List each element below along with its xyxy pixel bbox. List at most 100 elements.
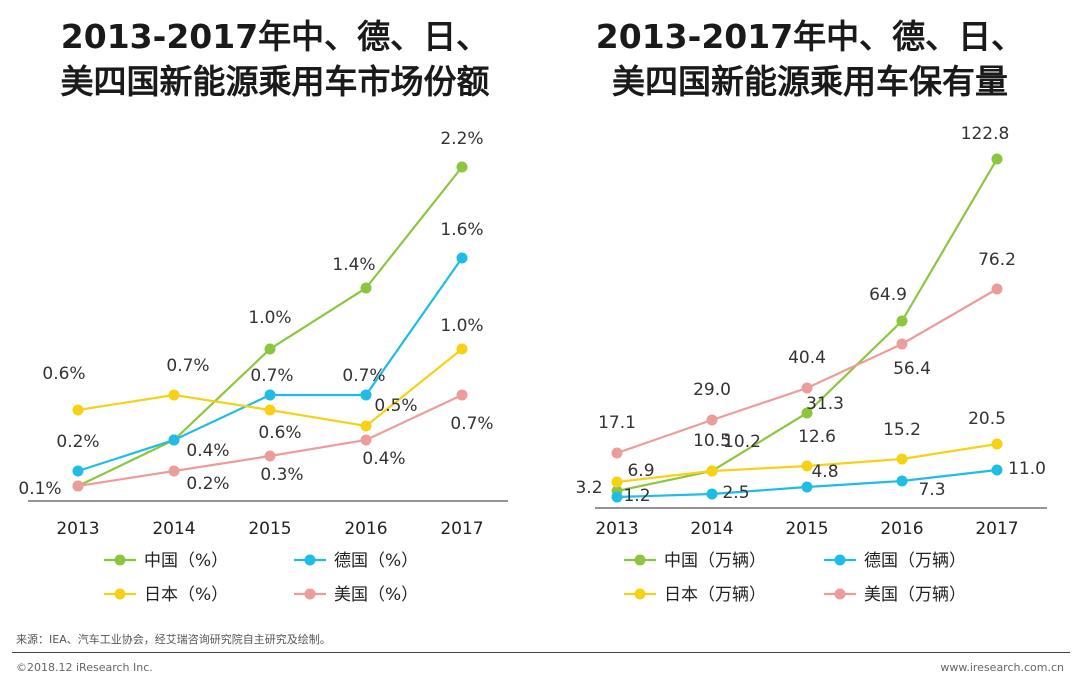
share-label-2-3: 0.5% xyxy=(374,396,417,416)
stock-tick-2017: 2017 xyxy=(975,519,1018,539)
stock-point-2-3 xyxy=(896,453,908,465)
stock-point-3-2 xyxy=(801,382,813,394)
share-point-3-1 xyxy=(168,465,180,477)
share-label-0-4: 2.2% xyxy=(440,129,483,149)
share-label-2-0: 0.6% xyxy=(42,364,85,384)
stock-legend-label-3: 美国（万辆） xyxy=(864,585,966,605)
share-point-2-3 xyxy=(360,420,372,432)
share-legend-label-1: 德国（%） xyxy=(334,551,418,571)
share-label-2-4: 1.0% xyxy=(440,316,483,336)
stock-point-2-1 xyxy=(706,465,718,477)
share-point-1-0 xyxy=(72,465,84,477)
stock-point-1-2 xyxy=(801,481,813,493)
share-point-2-4 xyxy=(456,343,468,355)
stock-point-2-4 xyxy=(991,438,1003,450)
stock-label-1-0: 1.2 xyxy=(623,486,650,506)
stock-label-1-3: 7.3 xyxy=(918,480,945,500)
stock-label-1-1: 2.5 xyxy=(722,483,749,503)
stock-point-0-3 xyxy=(896,315,908,327)
share-legend-label-0: 中国（%） xyxy=(144,551,228,571)
stock-point-3-3 xyxy=(896,338,908,350)
share-label-2-2: 0.6% xyxy=(258,423,301,443)
stock-legend-label-0: 中国（万辆） xyxy=(664,551,766,571)
share-label-1-0: 0.2% xyxy=(56,432,99,452)
share-point-0-3 xyxy=(360,282,372,294)
stock-point-0-2 xyxy=(801,407,813,419)
share-label-2-1: 0.7% xyxy=(166,356,209,376)
stock-legend-marker-0 xyxy=(634,554,646,566)
stock-point-1-3 xyxy=(896,475,908,487)
share-label-1-1: 0.4% xyxy=(186,441,229,461)
stock-label-3-1: 29.0 xyxy=(693,380,731,400)
share-point-1-4 xyxy=(456,252,468,264)
stock-label-3-2: 40.4 xyxy=(788,348,826,368)
share-point-1-1 xyxy=(168,434,180,446)
stock-legend-marker-3 xyxy=(834,588,846,600)
charts-canvas: 2013 2014 2015 2016 2017 0.1% 1.0% 1.4% 2.2% 0.2%… xyxy=(18,124,1047,605)
share-point-3-3 xyxy=(360,434,372,446)
share-label-3-3: 0.4% xyxy=(362,449,405,469)
website-text: www.iresearch.com.cn xyxy=(940,661,1064,674)
share-label-3-2: 0.3% xyxy=(260,465,303,485)
stock-tick-2014: 2014 xyxy=(690,519,733,539)
share-point-3-0 xyxy=(72,480,84,492)
stock-point-2-0 xyxy=(611,476,623,488)
right-chart-title: 2013-2017年中、德、日、 美四国新能源乘用车保有量 xyxy=(545,14,1075,104)
stock-tick-2016: 2016 xyxy=(880,519,923,539)
stock-point-3-4 xyxy=(991,283,1003,295)
stock-label-0-4: 122.8 xyxy=(961,124,1010,144)
stock-label-0-3: 64.9 xyxy=(869,285,907,305)
stock-label-0-1: 10.5 xyxy=(693,431,731,451)
share-legend-label-2: 日本（%） xyxy=(144,585,228,605)
share-point-0-2 xyxy=(264,343,276,355)
stock-legend-marker-2 xyxy=(634,588,646,600)
stock-label-3-4: 76.2 xyxy=(978,250,1016,270)
share-tick-2015: 2015 xyxy=(248,519,291,539)
stock-label-1-4: 11.0 xyxy=(1008,459,1046,479)
stock-label-0-0: 3.2 xyxy=(575,478,602,498)
right-title-line-2: 美四国新能源乘用车保有量 xyxy=(612,62,1008,101)
source-note: 来源：IEA、汽车工业协会，经艾瑞咨询研究院自主研究及绘制。 xyxy=(16,633,331,646)
share-label-0-0: 0.1% xyxy=(18,479,61,499)
share-label-1-3: 0.7% xyxy=(342,366,385,386)
share-point-3-4 xyxy=(456,389,468,401)
left-title-line-1: 2013-2017年中、德、日、 xyxy=(60,17,490,56)
copyright-text: ©2018.12 iResearch Inc. xyxy=(16,661,153,674)
share-tick-2014: 2014 xyxy=(152,519,195,539)
share-label-0-3: 1.4% xyxy=(332,255,375,275)
right-title-line-1: 2013-2017年中、德、日、 xyxy=(595,17,1025,56)
stock-tick-2015: 2015 xyxy=(785,519,828,539)
share-legend-marker-2 xyxy=(114,588,126,600)
stock-label-2-0: 6.9 xyxy=(627,461,654,481)
share-legend-label-3: 美国（%） xyxy=(334,585,418,605)
stock-label-2-4: 20.5 xyxy=(968,409,1006,429)
share-point-3-2 xyxy=(264,450,276,462)
stock-label-2-3: 15.2 xyxy=(883,420,921,440)
share-point-0-4 xyxy=(456,161,468,173)
stock-point-3-1 xyxy=(706,414,718,426)
share-label-3-1: 0.2% xyxy=(186,474,229,494)
stock-label-2-1: 10.2 xyxy=(723,432,761,452)
stock-label-2-2: 12.6 xyxy=(798,427,836,447)
stock-point-0-4 xyxy=(991,153,1003,165)
share-tick-2016: 2016 xyxy=(344,519,387,539)
share-label-1-2: 0.7% xyxy=(250,366,293,386)
share-point-2-2 xyxy=(264,404,276,416)
share-point-1-3 xyxy=(360,389,372,401)
share-label-1-4: 1.6% xyxy=(440,220,483,240)
stock-label-3-0: 17.1 xyxy=(598,413,636,433)
stock-point-1-4 xyxy=(991,464,1003,476)
left-title-line-2: 美四国新能源乘用车市场份额 xyxy=(60,62,490,101)
share-label-0-2: 1.0% xyxy=(248,308,291,328)
stock-point-1-0 xyxy=(611,491,623,503)
share-point-1-2 xyxy=(264,389,276,401)
left-chart-title: 2013-2017年中、德、日、 美四国新能源乘用车市场份额 xyxy=(10,14,540,104)
stock-legend-marker-1 xyxy=(834,554,846,566)
share-tick-2017: 2017 xyxy=(440,519,483,539)
share-point-2-0 xyxy=(72,404,84,416)
stock-point-1-1 xyxy=(706,488,718,500)
stock-label-1-2: 4.8 xyxy=(811,462,838,482)
share-legend-marker-0 xyxy=(114,554,126,566)
stock-legend-label-2: 日本（万辆） xyxy=(664,585,766,605)
stock-point-2-2 xyxy=(801,460,813,472)
